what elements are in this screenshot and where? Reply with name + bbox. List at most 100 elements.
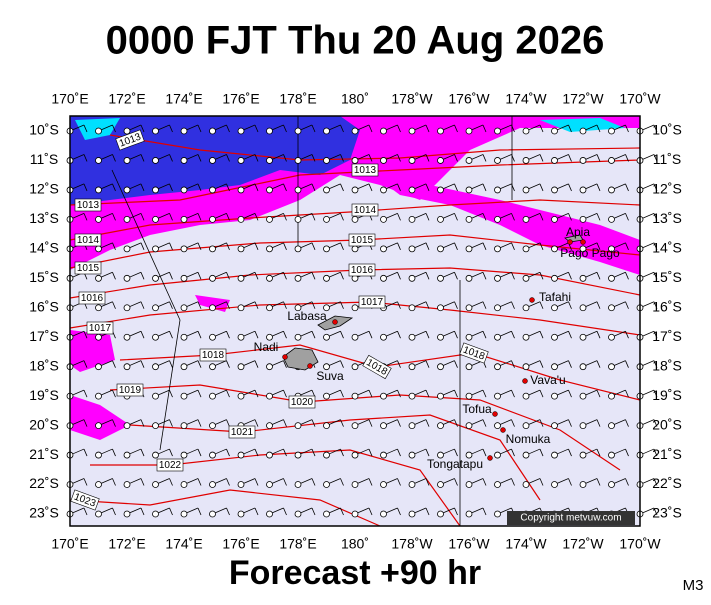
barb-station — [437, 127, 444, 135]
barb-station — [465, 510, 473, 518]
barb-station — [351, 304, 359, 312]
barb-flag — [625, 154, 629, 162]
barb-station — [408, 392, 416, 400]
barb-station — [437, 333, 444, 341]
barb-flag — [197, 331, 202, 339]
barb-station — [237, 392, 245, 400]
barb-station — [180, 481, 188, 488]
barb-flag — [425, 301, 430, 309]
barb-station — [123, 274, 131, 282]
barb-station — [522, 363, 530, 371]
barb-flag — [283, 301, 287, 309]
barb-flag — [482, 242, 487, 250]
barb-flag — [454, 154, 458, 162]
places: Apia Pago Pago Tafahi Labasa Nadi Suva Vava'u T… — [254, 225, 620, 471]
barb-station — [408, 127, 416, 135]
barb-flag — [454, 507, 458, 516]
barb-flag — [340, 301, 344, 309]
barb-flag — [311, 124, 316, 133]
barb-flag — [112, 154, 116, 162]
barb-station — [437, 157, 444, 164]
barb-station — [437, 510, 444, 518]
barb-flag — [625, 301, 629, 309]
barb-flag — [482, 507, 487, 516]
barb-flag — [539, 389, 544, 398]
barb-flag — [311, 331, 316, 339]
barb-flag — [311, 272, 316, 280]
isobar-label-box — [199, 348, 227, 362]
barb-flag — [482, 448, 487, 457]
barb-station — [95, 422, 102, 430]
barb-flag — [482, 213, 487, 221]
barb-flag — [482, 272, 487, 280]
barb-flag — [140, 213, 145, 221]
barb-station — [408, 245, 416, 253]
barb-station — [551, 274, 558, 282]
barb-flag — [596, 301, 601, 309]
barb-station — [209, 510, 216, 518]
barb-station — [209, 333, 216, 341]
barb-station — [237, 157, 245, 164]
lat-label-left: 13˚S — [29, 210, 59, 226]
grid-lines — [111, 116, 513, 526]
barb-flag — [653, 448, 658, 457]
barb-flag — [425, 448, 430, 457]
barb-flag — [625, 272, 629, 280]
barb-flag — [596, 154, 601, 162]
barb-flag — [283, 389, 287, 398]
barb-station — [294, 304, 302, 312]
barb-flag — [539, 301, 544, 309]
lat-label-right: 18˚S — [652, 357, 682, 373]
barb-flag — [425, 124, 430, 133]
place-dot — [487, 455, 493, 461]
barb-flag — [112, 389, 116, 398]
barb-flag — [511, 419, 515, 427]
barb-station — [437, 363, 444, 371]
barb-flag — [368, 419, 373, 427]
barb-station — [323, 392, 330, 400]
barb-station — [380, 157, 387, 164]
barb-station — [237, 333, 245, 341]
barb-station — [123, 333, 131, 341]
isobar-label: 1016 — [78, 291, 106, 305]
barb-flag — [425, 154, 430, 162]
isobar-label: 1017 — [358, 295, 386, 309]
barb-flag — [653, 124, 658, 133]
barb-station — [209, 215, 216, 223]
rain-band-east — [380, 180, 640, 275]
lat-label-left: 23˚S — [29, 505, 59, 521]
barb-flag — [653, 183, 658, 192]
barb-flag — [511, 331, 515, 339]
place-name: Pago Pago — [560, 246, 620, 260]
barb-flag — [596, 419, 601, 427]
barb-flag — [539, 448, 544, 457]
barb-flag — [625, 183, 629, 192]
barb-flag — [568, 272, 572, 280]
barb-flag — [511, 183, 515, 192]
barb-flag — [283, 507, 287, 516]
lat-label-right: 14˚S — [652, 240, 682, 256]
barb-flag — [454, 213, 458, 221]
barb-station — [465, 363, 473, 371]
copyright-box — [507, 511, 635, 525]
barb-flag — [197, 124, 202, 133]
barb-station — [579, 392, 587, 400]
barb-station — [522, 304, 530, 312]
lon-label-top: 178˚E — [279, 91, 316, 107]
barb-station — [551, 333, 558, 341]
barb-station — [266, 274, 273, 282]
barb-flag — [254, 272, 259, 280]
barb-station — [608, 422, 615, 430]
barb-station — [95, 274, 102, 282]
barb-flag — [454, 331, 458, 339]
barb-flag — [311, 419, 316, 427]
barb-station — [351, 333, 359, 341]
barb-flag — [425, 419, 430, 427]
barb-flag — [83, 478, 88, 486]
barb-flag — [539, 154, 544, 162]
barb-flag — [340, 154, 344, 162]
barb-station — [123, 451, 131, 459]
barb-station — [209, 363, 216, 371]
barb-station — [608, 157, 615, 164]
barb-station — [465, 422, 473, 430]
